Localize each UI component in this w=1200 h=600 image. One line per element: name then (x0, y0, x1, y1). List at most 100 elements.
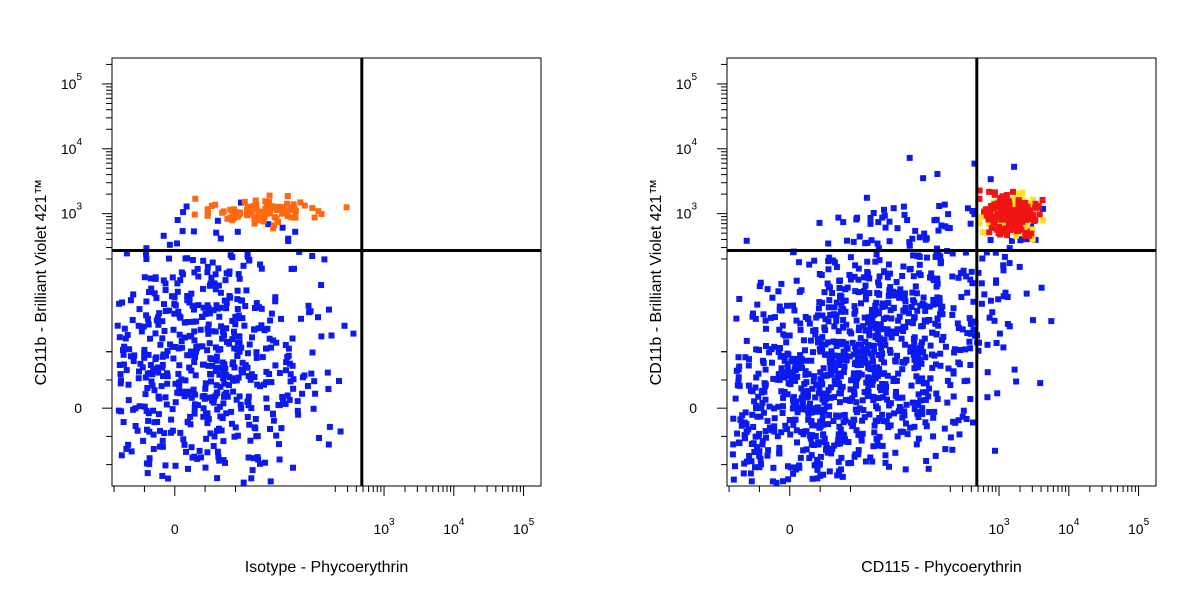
event-point (1012, 232, 1019, 239)
event-point (189, 302, 196, 309)
event-point (913, 373, 920, 380)
event-point (259, 212, 266, 219)
event-point (116, 362, 123, 368)
event-point (917, 397, 924, 404)
event-point (250, 455, 257, 462)
event-point (141, 346, 148, 353)
event-point (166, 307, 173, 314)
event-point (771, 405, 778, 412)
event-point (911, 334, 918, 341)
event-point (132, 405, 139, 412)
event-point (876, 282, 883, 289)
event-point (1002, 229, 1009, 236)
event-point (816, 219, 823, 226)
event-point (752, 384, 759, 391)
event-point (794, 355, 801, 362)
x-tick-label: 0 (786, 521, 794, 537)
event-point (882, 452, 889, 459)
event-point (825, 258, 832, 265)
event-point (1000, 293, 1007, 300)
event-point (213, 229, 220, 236)
event-point (831, 352, 838, 359)
event-point (734, 382, 741, 389)
event-point (120, 351, 127, 358)
event-point (170, 326, 177, 333)
event-point (862, 296, 869, 303)
event-point (809, 422, 816, 429)
event-point (757, 279, 764, 286)
event-point (868, 322, 874, 329)
event-point (951, 349, 958, 356)
event-point (962, 249, 969, 256)
event-point (187, 421, 194, 428)
event-point (238, 199, 244, 206)
event-point (964, 377, 971, 384)
event-point (925, 393, 932, 400)
event-point (240, 479, 247, 486)
event-point (908, 304, 915, 310)
event-point (864, 347, 871, 354)
event-point (214, 305, 221, 312)
event-point (191, 211, 198, 218)
event-point (229, 420, 235, 427)
event-point (290, 464, 296, 471)
event-point (857, 335, 864, 342)
event-point (910, 297, 917, 304)
event-point (169, 274, 176, 281)
event-point (772, 314, 778, 321)
event-point (241, 322, 248, 329)
event-point (915, 414, 922, 420)
event-point (213, 353, 220, 360)
event-point (864, 258, 871, 265)
event-point (151, 366, 158, 373)
event-point (174, 217, 181, 223)
event-point (276, 370, 283, 376)
event-point (897, 406, 904, 413)
event-point (842, 438, 849, 445)
event-point (174, 240, 180, 247)
event-point (1023, 222, 1030, 229)
event-point (799, 365, 805, 371)
event-point (934, 280, 941, 287)
event-point (148, 285, 155, 292)
event-point (1039, 197, 1046, 203)
event-point (201, 395, 208, 402)
event-point (921, 230, 928, 237)
event-point (992, 249, 999, 256)
event-point (878, 345, 885, 352)
event-point (125, 441, 132, 448)
event-point (311, 214, 318, 221)
event-point (152, 275, 159, 282)
event-point (800, 431, 807, 438)
event-point (855, 431, 862, 438)
event-point (876, 321, 883, 328)
event-point (164, 348, 171, 355)
event-point (819, 418, 826, 425)
event-point (914, 252, 920, 259)
event-point (869, 342, 876, 349)
event-point (231, 345, 238, 352)
event-point (968, 319, 975, 326)
event-point (819, 413, 826, 420)
event-point (871, 348, 878, 355)
event-point (851, 273, 858, 280)
event-point (240, 262, 247, 269)
event-point (246, 421, 253, 428)
event-point (968, 268, 975, 275)
event-point (874, 290, 881, 296)
event-point (784, 463, 791, 470)
event-point (127, 353, 134, 360)
event-point (253, 201, 260, 208)
event-point (888, 315, 895, 322)
event-point (229, 317, 236, 324)
event-point (1035, 203, 1042, 209)
event-point (1022, 232, 1029, 239)
event-point (162, 394, 169, 401)
event-point (735, 354, 742, 361)
event-point (740, 470, 747, 477)
event-point (823, 372, 830, 379)
event-point (180, 209, 187, 216)
event-point (135, 375, 142, 382)
event-point (194, 265, 201, 272)
event-point (791, 307, 798, 314)
